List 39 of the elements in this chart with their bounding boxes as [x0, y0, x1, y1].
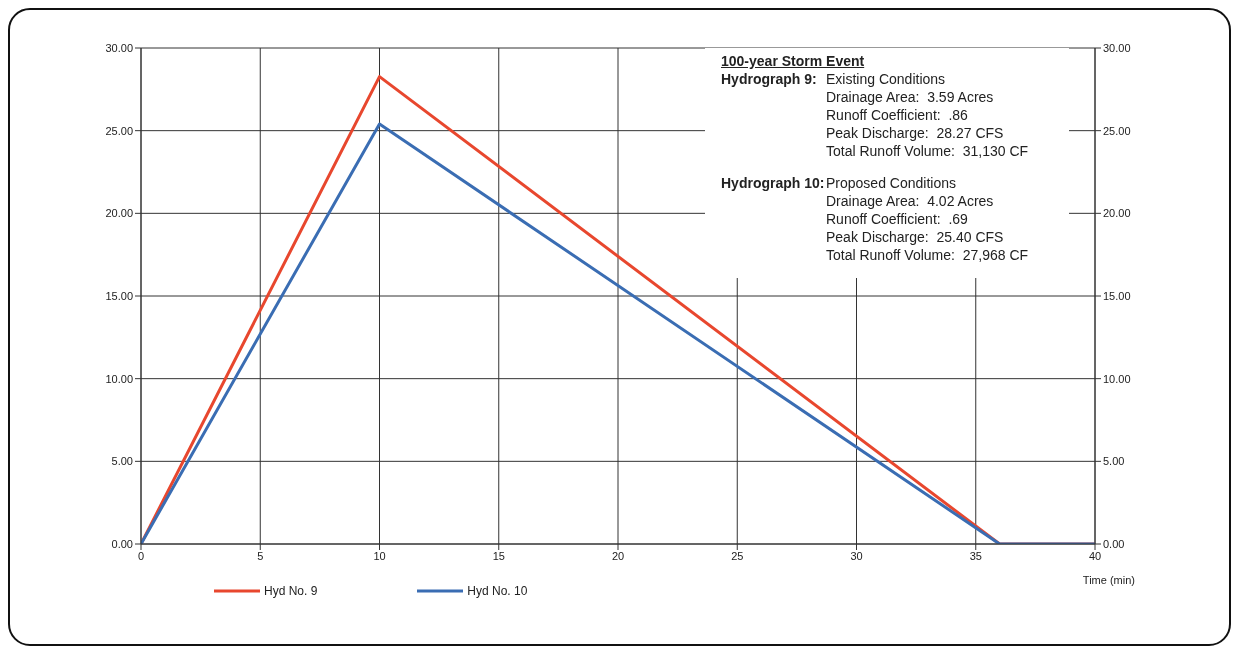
annotation: 100-year Storm Event: [721, 52, 866, 70]
annotation: Proposed Conditions: [826, 174, 957, 192]
y2-tick-label: 0.00: [1103, 537, 1125, 550]
annotation: Runoff Coefficient: .86: [826, 106, 969, 124]
x-tick-label: 10: [373, 549, 386, 562]
x-tick-label: 5: [257, 549, 264, 562]
annotation: Total Runoff Volume: 31,130 CF: [826, 142, 1030, 160]
x-tick-label: 20: [611, 549, 625, 562]
y2-tick-label: 20.00: [1103, 207, 1131, 220]
y2-tick-label: 5.00: [1103, 455, 1125, 468]
legend-label: Hyd No. 10: [466, 584, 528, 598]
annotation: Peak Discharge: 28.27 CFS: [826, 124, 1005, 142]
y-tick-label: 25.00: [105, 124, 133, 137]
y2-tick-label: 10.00: [1103, 372, 1131, 385]
annotation: Hydrograph 9:: [721, 70, 818, 89]
x-tick-label: 0: [137, 549, 145, 562]
y-tick-label: 15.00: [105, 289, 133, 302]
y2-tick-label: 15.00: [1103, 289, 1131, 302]
y-tick-label: 20.00: [105, 207, 133, 220]
x-tick-label: 40: [1088, 549, 1102, 562]
x-axis-title: Time (min): [1082, 574, 1135, 586]
x-tick-label: 15: [492, 549, 505, 562]
x-tick-label: 35: [969, 549, 982, 562]
legend-label: Hyd No. 9: [263, 584, 318, 598]
y-tick-label: 0.00: [111, 537, 133, 550]
y-tick-label: 5.00: [111, 455, 133, 468]
x-tick-label: 25: [731, 549, 744, 562]
y-tick-label: 10.00: [105, 372, 133, 385]
annotation: Hydrograph 10:: [721, 174, 826, 193]
annotation: Existing Conditions: [826, 70, 947, 88]
y2-tick-label: 30.00: [1103, 41, 1131, 54]
y2-tick-label: 25.00: [1103, 124, 1131, 137]
annotation: Total Runoff Volume: 27,968 CF: [826, 246, 1030, 264]
x-tick-label: 30: [850, 549, 863, 562]
y-tick-label: 30.00: [105, 41, 133, 54]
annotation: Peak Discharge: 25.40 CFS: [826, 228, 1005, 246]
annotation: Runoff Coefficient: .69: [826, 210, 969, 228]
annotation: Drainage Area: 3.59 Acres: [826, 88, 995, 106]
annotation: Drainage Area: 4.02 Acres: [826, 192, 995, 210]
